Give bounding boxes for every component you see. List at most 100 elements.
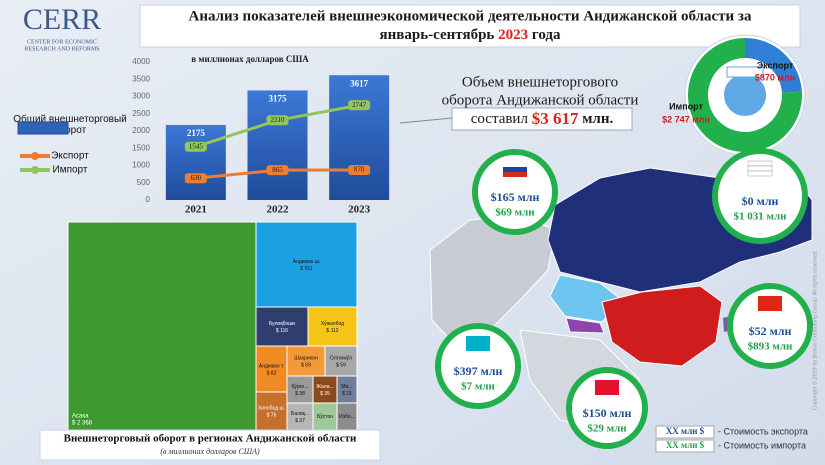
chart-subtitle: в миллионах долларов США: [191, 54, 309, 64]
pie-slice: [745, 38, 802, 93]
treemap-value-label: $ 21: [342, 391, 352, 397]
flag-stripe: [758, 301, 782, 306]
flag-stripe: [503, 162, 527, 167]
x-tick-label: 2021: [185, 204, 207, 216]
y-tick-label: 3500: [132, 74, 150, 83]
treemap-cell: [286, 402, 314, 431]
flag-stripe: [747, 170, 773, 177]
treemap-cell: [324, 345, 358, 377]
treemap-label: Шахрихон: [294, 355, 318, 361]
treemap-label: Қўрғо...: [292, 383, 309, 390]
legend-label: Экспорт: [51, 151, 89, 162]
import-value: $893 млн: [748, 341, 793, 353]
treemap-value-label: $ 112: [326, 328, 338, 334]
treemap-value-label: $ 82: [267, 370, 277, 376]
title: Анализ показателей внешнеэкономической д…: [189, 8, 752, 24]
treemap-label: Олтинкўл: [330, 354, 352, 361]
x-tick-label: 2023: [348, 204, 371, 216]
treemap-label: Асака: [72, 414, 89, 420]
legend-key-box: [655, 439, 715, 453]
treemap-value-label: $ 35: [320, 391, 330, 397]
treemap-label: Балиқ...: [291, 411, 309, 417]
treemap-label: Жала...: [316, 384, 333, 390]
flag-stripe: [466, 346, 490, 351]
flag-stripe: [595, 390, 619, 395]
flag-stripe: [758, 296, 782, 301]
legend-marker: [31, 166, 39, 174]
legend-key: XX млн $: [666, 440, 705, 450]
partner-bubble: [472, 149, 558, 235]
bar-value-label: 3175: [269, 94, 288, 104]
treemap-caption-box: [39, 429, 381, 461]
flag-stripe: [503, 172, 527, 177]
export-value: $0 млн: [742, 194, 779, 208]
bar: [165, 124, 226, 200]
y-tick-label: 1500: [132, 143, 150, 152]
x-tick-label: 2022: [267, 204, 290, 216]
title-part: январь-сентябрь: [380, 27, 495, 43]
flag-stripe: [466, 341, 490, 346]
map-central-asia: [565, 317, 605, 334]
y-tick-label: 500: [137, 178, 151, 187]
y-tick-label: 0: [146, 195, 151, 204]
treemap-subtitle: (в миллионах долларов США): [160, 447, 260, 456]
point-marker: [184, 173, 207, 184]
legend-marker: [31, 152, 39, 160]
partner-bubble: [712, 148, 808, 244]
legend-text: - Стоимость экспорта: [718, 426, 808, 436]
summary-unit: млн.: [582, 111, 613, 127]
title-year: 2023: [498, 27, 528, 43]
treemap-cell: [255, 221, 358, 308]
point-label: 2747: [352, 101, 367, 109]
y-tick-label: 3000: [132, 92, 150, 101]
bar-value-label: 3617: [350, 78, 369, 88]
title-part: года: [532, 27, 561, 43]
legend-key: XX млн $: [666, 426, 705, 436]
treemap-label: Ма...: [341, 384, 352, 390]
treemap-label: Булоқбоши: [269, 321, 295, 327]
connector: [399, 117, 453, 124]
flag-stripe: [758, 306, 782, 311]
point-label: 2310: [271, 116, 286, 124]
flag-stripe: [747, 160, 773, 167]
treemap-cell: [286, 375, 314, 404]
treemap-value-label: $ 38: [295, 391, 305, 397]
export-value: $52 млн: [749, 324, 792, 338]
treemap-value-label: $ 59: [336, 362, 346, 368]
treemap-value-label: $ 69: [301, 362, 311, 368]
import-value: $1 031 млн: [733, 211, 787, 223]
partner-bubble: [566, 367, 648, 449]
flag-stripe: [595, 380, 619, 385]
pie-value-label: $870 млн: [755, 72, 795, 82]
legend-label: Общий внешнеторговый оборот: [13, 114, 127, 136]
flag-stripe: [595, 385, 619, 390]
summary-prefix: составил: [471, 111, 529, 127]
legend-text: - Стоимость импорта: [718, 440, 806, 450]
point-label: 870: [354, 166, 365, 174]
pie-label: Экспорт: [757, 60, 794, 70]
logo: CERR: [23, 3, 101, 36]
treemap-value-label: $ 2 368: [72, 421, 93, 427]
summary-total: составил $3 617 млн.: [471, 109, 614, 128]
import-value: $7 млн: [461, 381, 495, 393]
flag-stripe: [747, 165, 773, 172]
y-tick-label: 1000: [132, 161, 150, 170]
treemap-label: Хонобод ш.: [258, 405, 285, 411]
logo-subtitle: CENTER FOR ECONOMIC: [27, 39, 97, 45]
map-china: [601, 285, 723, 367]
logo-subtitle: RESEARCH AND REFORMS: [24, 46, 99, 52]
treemap-label: Андижан т.: [259, 363, 284, 369]
legend-label: Импорт: [53, 165, 88, 176]
pie-slice: [688, 38, 802, 152]
export-value: $150 млн: [583, 406, 632, 420]
export-value: $397 млн: [454, 364, 503, 378]
treemap-label: Андижан ш.: [293, 259, 320, 265]
summary-box: [451, 107, 633, 131]
treemap-title: Внешнеторговый оборот в регионах Андижан…: [64, 433, 357, 445]
copyright: Copyright © 2019 by Berlon Consulting Gr…: [811, 249, 818, 410]
pie-value-label: $2 747 млн: [662, 114, 710, 124]
summary-line: Объем внешнеторгового: [462, 74, 618, 90]
treemap-label: Бўстон: [317, 413, 333, 420]
treemap-value-label: $ 37: [295, 418, 305, 424]
